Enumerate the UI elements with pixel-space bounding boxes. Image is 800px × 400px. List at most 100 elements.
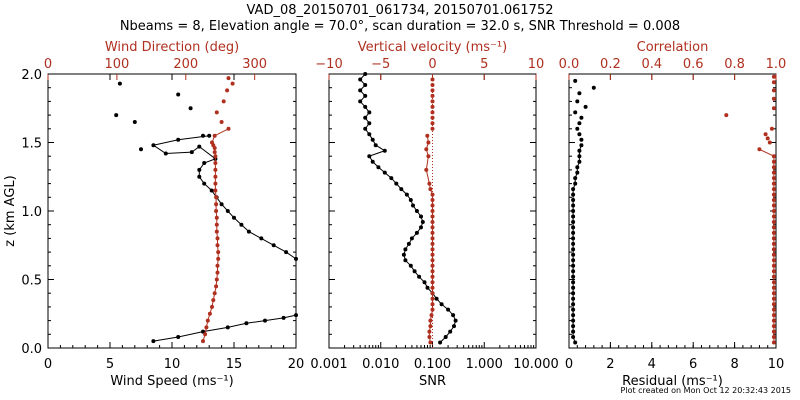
data-point-resid-2 — [771, 192, 776, 197]
data-point-snr-1 — [428, 187, 433, 192]
data-point-resid-0 — [579, 143, 584, 148]
data-point-wind-3 — [214, 277, 219, 282]
data-point-snr-1 — [430, 285, 435, 290]
data-point-snr-0 — [370, 137, 375, 142]
data-point-resid-0 — [573, 176, 578, 181]
data-point-wind-3 — [214, 215, 219, 220]
data-point-resid-0 — [575, 165, 580, 170]
data-point-resid-2 — [771, 176, 776, 181]
data-point-wind-3 — [213, 188, 218, 193]
data-point-resid-2 — [771, 280, 776, 285]
data-point-resid-2 — [757, 147, 762, 152]
data-point-resid-2 — [771, 291, 776, 296]
data-point-wind-1 — [284, 250, 289, 255]
data-point-wind-0 — [176, 335, 181, 339]
x-tick-label-resid: 0 — [565, 357, 573, 372]
data-point-wind-3 — [214, 229, 219, 234]
data-point-wind-0 — [201, 329, 205, 334]
data-point-snr-0 — [358, 77, 363, 82]
data-point-wind-3 — [216, 250, 221, 255]
data-point-resid-1 — [577, 132, 582, 137]
data-point-resid-0 — [571, 313, 576, 318]
data-point-snr-0 — [363, 93, 368, 98]
data-point-snr-0 — [399, 187, 404, 192]
series-line-wind-3 — [202, 128, 229, 342]
series-line-resid-2 — [759, 148, 775, 343]
data-point-wind-1 — [219, 202, 224, 207]
data-point-wind-3 — [203, 332, 208, 337]
data-point-resid-3 — [765, 136, 770, 141]
data-point-wind-0 — [225, 325, 230, 330]
x2-tick-label-snr: 5 — [480, 57, 488, 72]
data-point-resid-2 — [771, 241, 776, 246]
data-point-resid-0 — [571, 318, 576, 323]
data-point-wind-0 — [151, 339, 156, 344]
data-point-snr-0 — [363, 115, 368, 120]
data-point-resid-2 — [771, 274, 776, 279]
data-point-wind-2 — [114, 113, 119, 118]
data-point-wind-1 — [259, 236, 264, 241]
x2-tick-label-resid: 0.4 — [641, 57, 662, 72]
data-point-wind-1 — [189, 150, 194, 155]
data-point-wind-3 — [213, 161, 218, 165]
data-point-wind-3 — [214, 195, 219, 200]
data-point-wind-2 — [188, 106, 193, 111]
data-point-snr-0 — [443, 335, 448, 339]
x-tick-label-wind: 10 — [164, 357, 181, 372]
data-point-snr-2 — [430, 110, 435, 115]
data-point-snr-0 — [420, 220, 425, 224]
data-point-wind-3 — [214, 202, 219, 207]
data-point-resid-0 — [571, 280, 576, 285]
data-point-resid-0 — [571, 263, 576, 268]
x2-axis-label-snr: Vertical velocity (ms⁻¹) — [358, 40, 507, 55]
data-point-wind-0 — [294, 313, 298, 318]
data-point-wind-3 — [216, 256, 221, 261]
data-point-resid-1 — [575, 126, 580, 131]
data-point-snr-0 — [453, 318, 458, 323]
data-point-snr-1 — [427, 335, 432, 339]
data-point-snr-1 — [428, 324, 433, 329]
data-point-resid-0 — [571, 247, 576, 252]
data-point-resid-0 — [571, 269, 576, 274]
data-point-snr-0 — [414, 230, 419, 235]
x2-tick-label-snr: 0 — [428, 57, 436, 72]
chart-title-line2: Nbeams = 8, Elevation angle = 70.0°, sca… — [119, 19, 681, 34]
data-point-snr-0 — [358, 99, 363, 104]
data-point-resid-1 — [573, 78, 578, 83]
x2-axis-label-resid: Correlation — [637, 40, 709, 55]
data-point-resid-2 — [771, 269, 776, 274]
data-point-wind-1 — [176, 137, 181, 142]
data-point-snr-0 — [358, 88, 363, 93]
data-point-snr-0 — [394, 181, 399, 186]
data-point-resid-1 — [575, 99, 580, 104]
data-point-resid-2 — [771, 170, 776, 175]
data-point-resid-0 — [571, 192, 576, 197]
data-point-snr-0 — [363, 72, 368, 76]
data-point-resid-2 — [771, 313, 776, 318]
data-point-wind-2 — [201, 133, 205, 138]
data-point-resid-3 — [771, 96, 776, 101]
y-tick-label: 1.5 — [21, 137, 42, 152]
data-point-wind-0 — [244, 321, 249, 326]
data-point-resid-0 — [571, 241, 576, 246]
x2-axis-label-wind: Wind Direction (deg) — [105, 40, 239, 55]
data-point-wind-3 — [214, 209, 219, 213]
data-point-snr-1 — [430, 203, 435, 208]
data-point-resid-2 — [771, 181, 776, 186]
data-point-wind-3 — [215, 263, 220, 268]
data-point-snr-0 — [448, 329, 453, 334]
data-point-snr-1 — [430, 263, 435, 268]
data-point-snr-2 — [430, 126, 435, 131]
data-point-resid-2 — [771, 203, 776, 208]
data-point-snr-0 — [408, 263, 413, 268]
data-point-snr-1 — [430, 258, 435, 263]
data-point-resid-3 — [767, 140, 772, 145]
data-point-wind-1 — [151, 143, 156, 148]
data-point-wind-3 — [204, 325, 209, 330]
data-point-snr-1 — [425, 133, 430, 138]
data-point-snr-1 — [430, 225, 435, 230]
data-point-resid-2 — [771, 236, 776, 241]
data-point-wind-3 — [213, 174, 218, 179]
y-tick-label: 0.5 — [21, 274, 42, 289]
